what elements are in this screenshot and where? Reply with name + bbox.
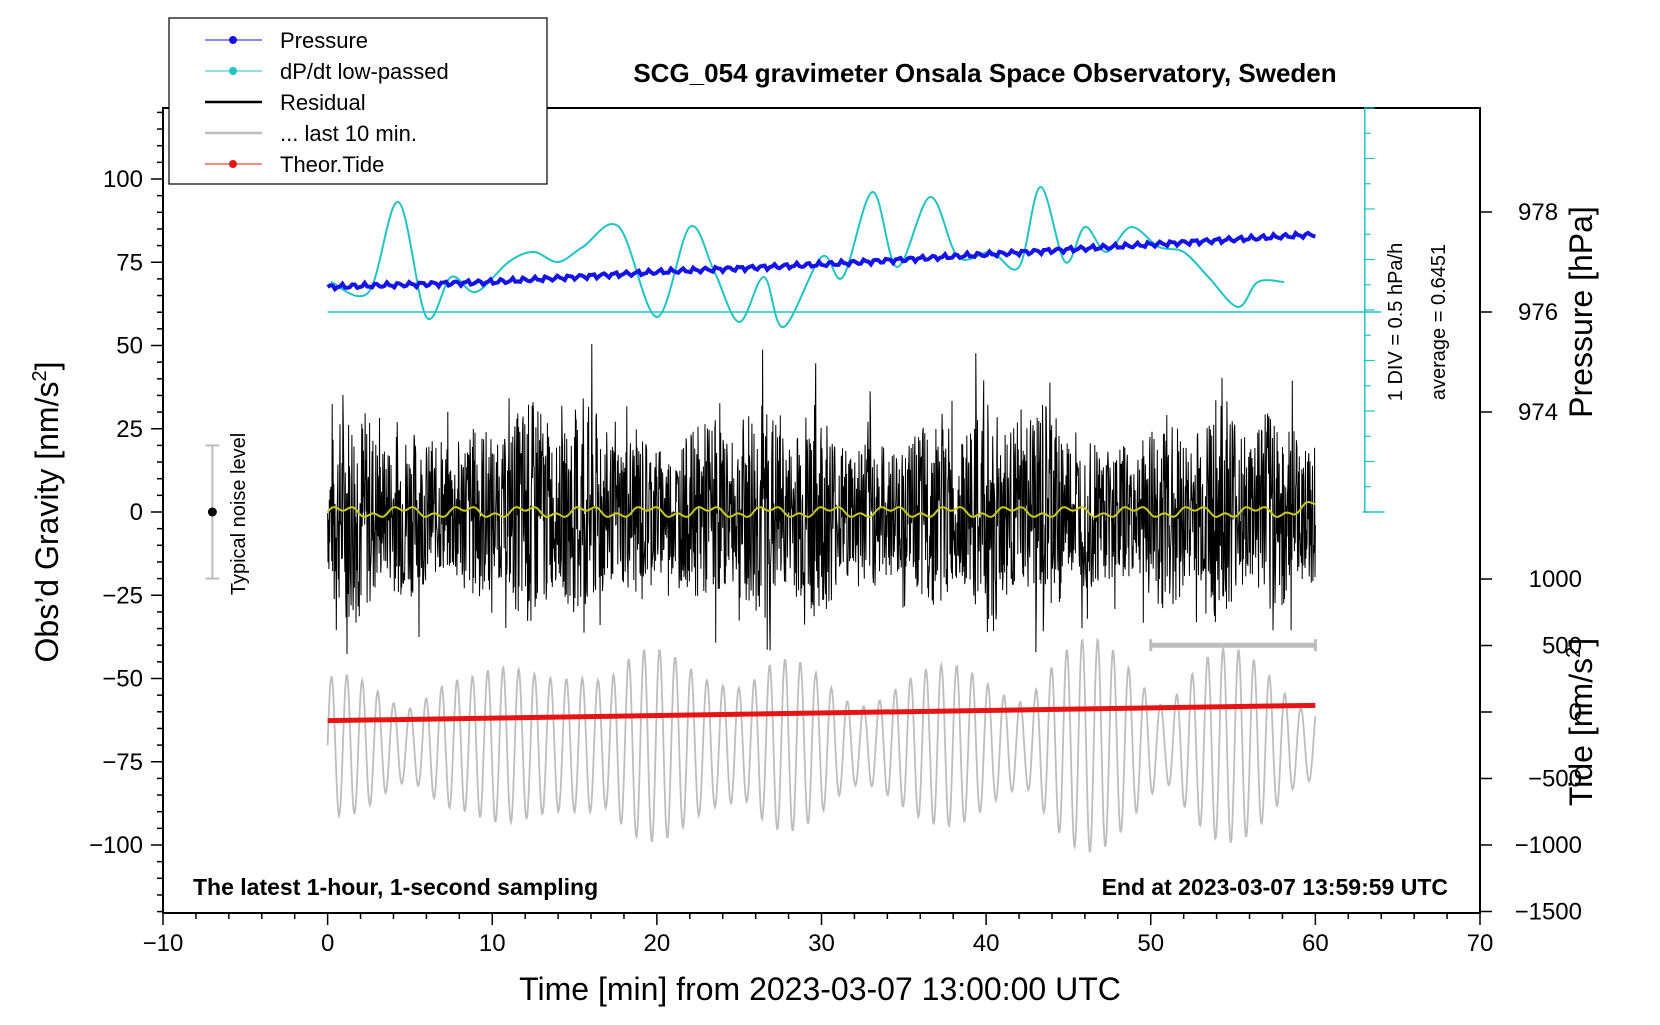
x-tick-label: −10: [143, 930, 184, 957]
noise-level-label: Typical noise level: [228, 433, 250, 595]
x-tick-label: 20: [644, 930, 671, 957]
pressure-axis-ticks: 978 976 974: [1480, 199, 1558, 426]
pressure-scale-div: 1 DIV = 0.5 hPa/h: [1385, 243, 1407, 401]
tide-axis-ticks: 1000 500 0 −500 −1000 −1500: [1480, 566, 1582, 926]
pressure-series-line: [326, 229, 1316, 293]
residual-series-line: [327, 343, 1316, 655]
tide-tick-label: −1500: [1515, 899, 1582, 926]
pressure-axis-label: Pressure [hPa]: [1563, 206, 1599, 418]
x-tick-label: 60: [1302, 930, 1329, 957]
residual-smoothed-line: [326, 500, 1316, 518]
pressure-scale-average: average = 0.6451: [1428, 244, 1450, 400]
note-bottom-right: End at 2023-03-07 13:59:59 UTC: [1102, 874, 1448, 900]
theor-tide-series-line: [327, 702, 1316, 724]
left-tick-label: 100: [103, 166, 143, 193]
legend-entry: dP/dt low-passed: [205, 59, 449, 84]
legend-label: dP/dt low-passed: [280, 59, 449, 84]
legend-swatch-marker: [229, 36, 237, 44]
x-tick-label: 30: [808, 930, 835, 957]
note-bottom-left: The latest 1-hour, 1-second sampling: [193, 874, 598, 900]
tide-axis-label-main: Tide [nm/s: [1563, 658, 1599, 806]
tide-tick-label: −1000: [1515, 832, 1582, 859]
pressure-tick-label: 978: [1518, 199, 1558, 226]
legend-label: ... last 10 min.: [280, 121, 417, 146]
x-tick-label: 50: [1137, 930, 1164, 957]
last10-series-line: [326, 637, 1317, 854]
tide-tick-label: 500: [1542, 633, 1582, 660]
tide-axis-label-sup: 2: [1563, 647, 1585, 658]
left-axis-label-sup: 2: [29, 370, 51, 381]
left-axis-label-main: Obs’d Gravity [nm/s: [29, 382, 65, 663]
chart-title: SCG_054 gravimeter Onsala Space Observat…: [633, 58, 1336, 88]
left-tick-label: 0: [130, 499, 143, 526]
left-tick-label: 25: [116, 416, 143, 443]
left-axis-label: Obs’d Gravity [nm/s2]: [29, 362, 65, 663]
tide-tick-label: 1000: [1529, 566, 1582, 593]
dpdt-series-line: [330, 185, 1285, 328]
legend-label: Pressure: [280, 28, 368, 53]
left-tick-label: −75: [102, 749, 143, 776]
legend-entries: Pressure dP/dt low-passed Residual ... last…: [205, 28, 449, 177]
left-tick-label: 50: [116, 333, 143, 360]
x-axis-label: Time [min] from 2023-03-07 13:00:00 UTC: [519, 971, 1121, 1007]
left-tick-label: −25: [102, 582, 143, 609]
pressure-tick-label: 974: [1518, 399, 1558, 426]
tide-axis-label-end: ]: [1563, 638, 1599, 647]
pressure-tick-label: 976: [1518, 299, 1558, 326]
left-tick-label: 75: [116, 249, 143, 276]
legend-entry: Pressure: [205, 28, 368, 53]
legend-label: Theor.Tide: [280, 152, 384, 177]
x-tick-label: 10: [479, 930, 506, 957]
x-tick-label: 40: [973, 930, 1000, 957]
legend-entry: Residual: [205, 90, 366, 115]
tide-tick-label: 0: [1569, 699, 1582, 726]
left-tick-label: −50: [102, 666, 143, 693]
tide-tick-label: −500: [1528, 766, 1582, 793]
left-tick-label: −100: [89, 832, 143, 859]
left-axis-ticks: 100 75 50 25 0 −25 −50 −75 −100: [89, 111, 163, 913]
noise-bar-dot: [207, 507, 217, 517]
tide-axis-label: Tide [nm/s2]: [1563, 638, 1599, 806]
series-group: [205, 107, 1385, 854]
legend: Pressure dP/dt low-passed Residual ... last…: [168, 17, 548, 185]
x-axis-ticks: −10 0 10 20 30 40 50 60 70: [143, 913, 1494, 957]
legend-swatch-marker: [229, 160, 237, 168]
legend-swatch-marker: [229, 67, 237, 75]
legend-entry: ... last 10 min.: [205, 121, 417, 146]
legend-label: Residual: [280, 90, 366, 115]
x-tick-label: 0: [321, 930, 334, 957]
left-axis-label-end: ]: [29, 362, 65, 371]
x-tick-label: 70: [1467, 930, 1494, 957]
legend-entry: Theor.Tide: [205, 152, 384, 177]
